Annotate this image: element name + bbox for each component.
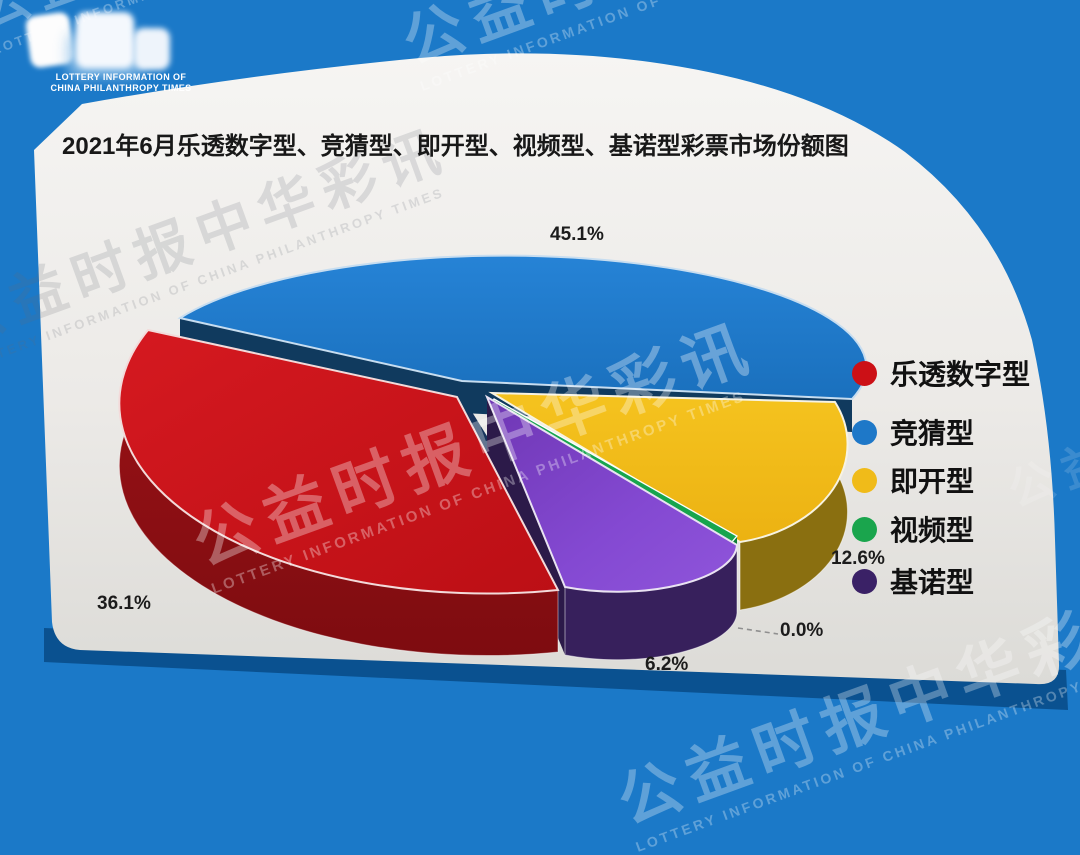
legend-item-letou: 乐透数字型 <box>852 358 1030 390</box>
legend-label-jinuo: 基诺型 <box>890 567 975 598</box>
legend-item-jikai: 即开型 <box>852 465 974 497</box>
label-leader-line <box>737 627 779 635</box>
legend-label-jingcai: 竞猜型 <box>890 418 975 449</box>
logo-caption-line1: LOTTERY INFORMATION OF <box>55 72 187 82</box>
page-title: 2021年6月乐透数字型、竞猜型、即开型、视频型、基诺型彩票市场份额图 <box>62 133 849 160</box>
pie-chart <box>34 53 1068 710</box>
legend-item-jinuo: 基诺型 <box>852 566 974 598</box>
logo-caption-line2: CHINA PHILANTHROPY TIMES <box>50 83 192 93</box>
legend-swatch-letou <box>852 360 877 386</box>
slice-label-letou: 36.1% <box>97 593 151 614</box>
legend-label-jikai: 即开型 <box>890 466 975 497</box>
legend-item-shipin: 视频型 <box>852 514 974 546</box>
legend-swatch-jikai <box>852 467 877 493</box>
legend-swatch-jingcai <box>852 419 877 445</box>
legend-swatch-shipin <box>852 516 877 542</box>
publisher-logo: LOTTERY INFORMATION OF CHINA PHILANTHROP… <box>14 6 244 106</box>
logo-glyph-blob <box>76 12 134 68</box>
slice-jikai <box>488 391 849 544</box>
slice-jingcai <box>177 254 868 401</box>
slice-label-jikai: 12.6% <box>831 548 885 569</box>
legend-label-shipin: 视频型 <box>890 515 975 546</box>
slice-letou <box>118 328 560 595</box>
slice-label-jinuo: 6.2% <box>645 654 689 675</box>
logo-glyph-blob <box>134 28 170 70</box>
slice-label-jingcai: 45.1% <box>550 224 604 245</box>
legend-swatch-jinuo <box>852 568 877 594</box>
legend-label-letou: 乐透数字型 <box>890 359 1031 390</box>
legend-item-jingcai: 竞猜型 <box>852 417 974 449</box>
slice-label-shipin: 0.0% <box>780 620 824 641</box>
slice-jinuo <box>484 394 739 593</box>
logo-caption: LOTTERY INFORMATION OF CHINA PHILANTHROP… <box>16 72 226 94</box>
